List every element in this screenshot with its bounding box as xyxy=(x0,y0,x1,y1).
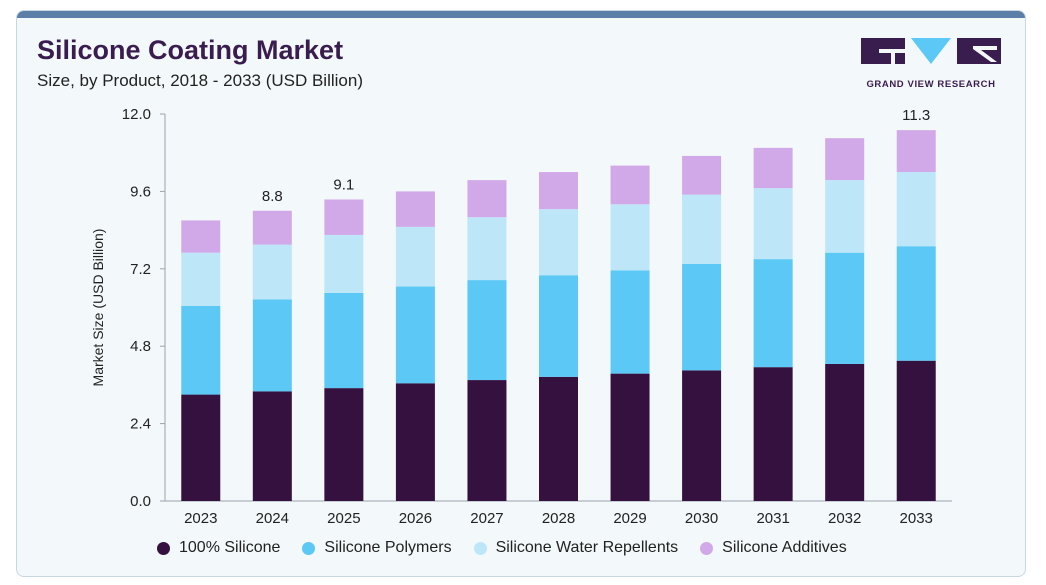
bar-segment xyxy=(753,259,793,368)
chart-card: Silicone Coating Market Size, by Product… xyxy=(16,10,1026,577)
legend-item: Silicone Water Repellents xyxy=(473,539,679,557)
legend-item: Silicone Additives xyxy=(700,539,847,557)
legend-swatch xyxy=(302,541,316,555)
bar-segment xyxy=(753,147,793,189)
legend-item: Silicone Polymers xyxy=(302,539,452,557)
x-tick-label: 2026 xyxy=(399,510,432,527)
bar-segment xyxy=(252,244,292,300)
bar-segment xyxy=(395,286,435,384)
y-tick-label: 12.0 xyxy=(122,106,151,123)
bar-segment xyxy=(181,252,221,306)
legend-swatch xyxy=(157,541,170,555)
bar-segment xyxy=(682,194,722,264)
y-tick-label: 7.2 xyxy=(130,261,151,278)
legend-label: Silicone Additives xyxy=(722,539,847,556)
bar-segment xyxy=(896,172,936,247)
legend-label: Silicone Water Repellents xyxy=(495,539,679,556)
bar-segment xyxy=(896,246,936,361)
x-tick-label: 2023 xyxy=(184,510,217,527)
x-tick-label: 2030 xyxy=(685,510,718,527)
bar-segment xyxy=(324,292,364,389)
bar-segment xyxy=(324,199,364,235)
y-tick-label: 2.4 xyxy=(130,416,151,433)
bar-segment xyxy=(539,172,578,210)
legend-item: 100% Silicone xyxy=(157,539,280,557)
data-label: 8.8 xyxy=(262,188,283,205)
x-tick-label: 2025 xyxy=(327,510,360,527)
data-label: 9.1 xyxy=(333,176,354,193)
header-accent-bar xyxy=(17,11,1025,18)
bar-segment xyxy=(467,280,507,381)
bar-segment xyxy=(825,138,865,181)
bar-segment xyxy=(610,204,650,271)
bar-segment xyxy=(753,188,793,260)
y-tick-label: 4.8 xyxy=(130,338,151,355)
bar-segment xyxy=(395,383,435,501)
bar-segment xyxy=(395,226,435,287)
bar-segment xyxy=(539,376,578,501)
legend-label: Silicone Polymers xyxy=(324,539,452,556)
y-axis-label: Market Size (USD Billion) xyxy=(90,229,106,387)
bar-segment xyxy=(610,165,650,205)
bar-segment xyxy=(825,363,865,501)
x-tick-label: 2024 xyxy=(256,510,289,527)
bar-segment xyxy=(682,370,722,501)
bar-segment xyxy=(252,299,292,392)
bar-segment xyxy=(753,367,793,501)
bar-segment xyxy=(181,394,221,501)
bar-segment xyxy=(181,305,221,395)
gvr-logo-icon xyxy=(861,38,1001,64)
y-tick-label: 9.6 xyxy=(130,183,151,200)
grand-view-research-logo: GRAND VIEW RESEARCH xyxy=(861,38,1001,93)
chart-title: Silicone Coating Market xyxy=(37,35,344,65)
bar-segment xyxy=(252,391,292,501)
bar-segment xyxy=(896,360,936,501)
bar-segment xyxy=(467,380,507,501)
bar-segment xyxy=(682,263,722,371)
x-tick-label: 2029 xyxy=(613,510,646,527)
bar-segment xyxy=(324,234,364,293)
bar-segment xyxy=(467,217,507,281)
x-tick-label: 2033 xyxy=(900,510,933,527)
bar-segment xyxy=(252,210,292,245)
bar-segment xyxy=(539,275,578,377)
legend-label: 100% Silicone xyxy=(179,539,281,556)
bar-segment xyxy=(896,130,936,173)
bar-segment xyxy=(539,209,578,276)
bar-segment xyxy=(467,180,507,218)
bar-segment xyxy=(181,220,221,253)
bar-segment xyxy=(825,180,865,253)
bar-segment xyxy=(682,155,722,195)
legend-swatch xyxy=(700,541,714,555)
bar-segment xyxy=(395,191,435,227)
x-tick-label: 2027 xyxy=(470,510,503,527)
legend-swatch xyxy=(473,541,487,555)
y-tick-label: 0.0 xyxy=(130,493,151,510)
x-tick-label: 2031 xyxy=(756,510,789,527)
stacked-bar-chart: 0.0 2.4 4.8 7.2 9.6 12.0 Market Size (USD Bill… xyxy=(90,106,952,527)
bar-segment xyxy=(610,270,650,374)
x-tick-label: 2028 xyxy=(542,510,575,527)
chart-subtitle: Size, by Product, 2018 - 2033 (USD Billi… xyxy=(37,71,363,90)
logo-text: GRAND VIEW RESEARCH xyxy=(866,79,996,90)
bar-segment xyxy=(825,252,865,364)
bar-segment xyxy=(324,388,364,501)
x-tick-label: 2032 xyxy=(828,510,861,527)
data-label: 11.3 xyxy=(902,107,930,124)
bar-segment xyxy=(610,373,650,501)
chart-legend: 100% Silicone Silicone Polymers Silicone W… xyxy=(157,539,847,557)
